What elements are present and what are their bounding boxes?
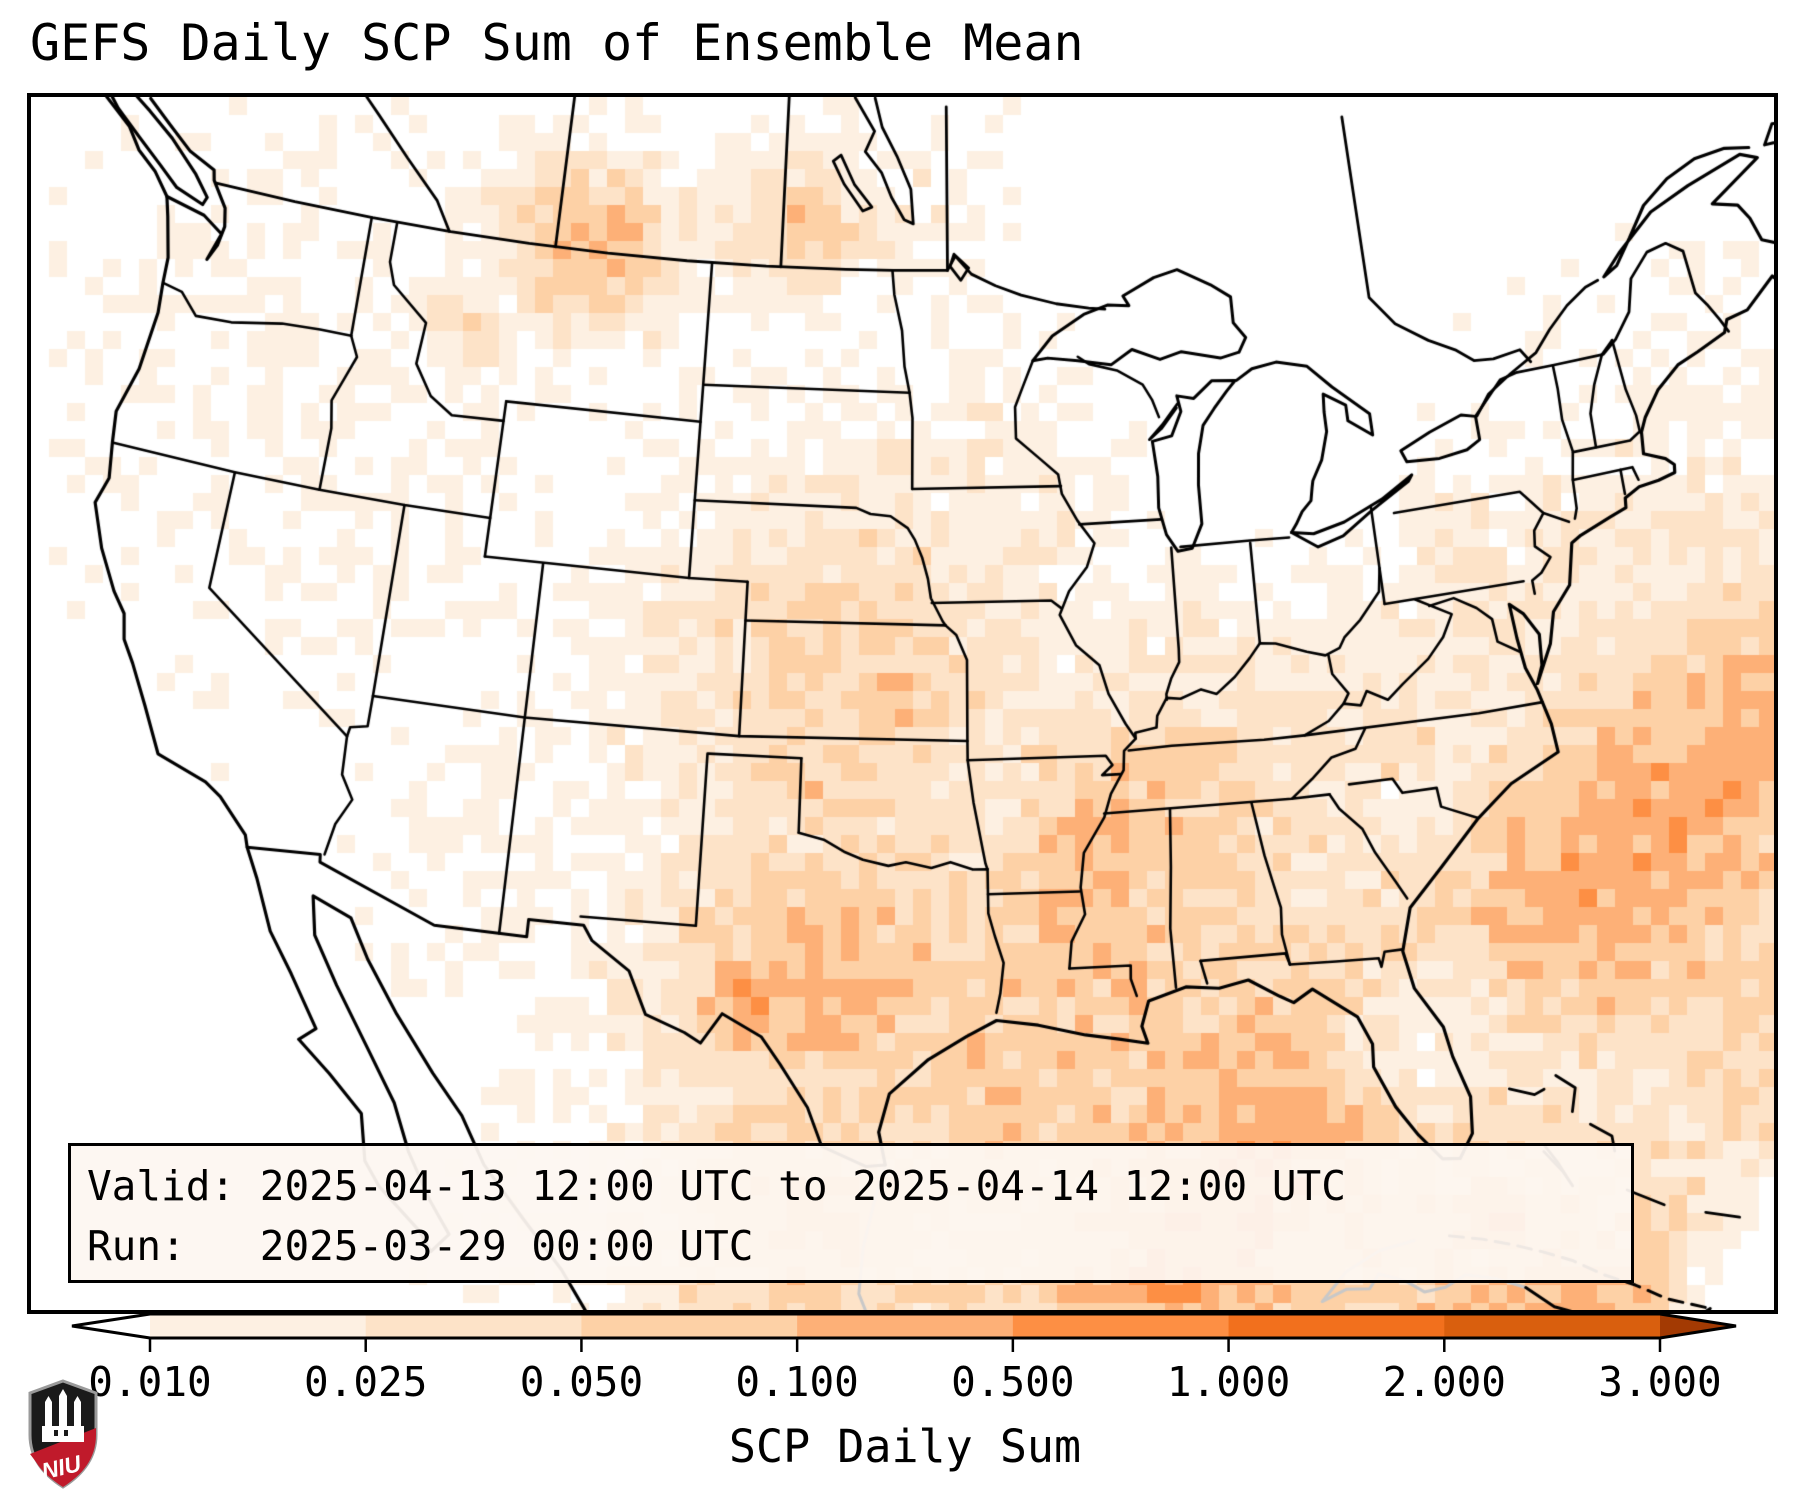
niu-logo: NIU (28, 1379, 98, 1489)
validity-info-box: Valid: 2025-04-13 12:00 UTC to 2025-04-1… (68, 1143, 1634, 1283)
page-title: GEFS Daily SCP Sum of Ensemble Mean (30, 14, 1084, 72)
us-scp-heatmap-canvas (31, 97, 1774, 1310)
colorbar-segment (797, 1314, 1014, 1338)
colorbar-tick-label: 1.000 (1166, 1358, 1291, 1406)
colorbar-tick-label: 0.010 (88, 1358, 212, 1406)
colorbar-segment (1012, 1314, 1230, 1338)
colorbar-tick-label: 2.000 (1382, 1358, 1506, 1406)
colorbar-under-arrow (72, 1314, 150, 1338)
run-time-text: Run: 2025-03-29 00:00 UTC (87, 1222, 754, 1270)
colorbar-segment (365, 1314, 583, 1338)
colorbar-segment (1444, 1314, 1661, 1338)
niu-red-band (30, 1428, 96, 1487)
colorbar-over-arrow (1660, 1314, 1736, 1338)
colorbar-axis-label: SCP Daily Sum (728, 1420, 1082, 1473)
niu-castle-icon (42, 1389, 84, 1442)
colorbar-segment (150, 1314, 367, 1338)
colorbar-segment (1228, 1314, 1445, 1338)
colorbar-tick-label: 3.000 (1598, 1358, 1722, 1406)
colorbar-tick-label: 0.050 (519, 1358, 644, 1406)
colorbar-segment (581, 1314, 798, 1338)
map-frame: Valid: 2025-04-13 12:00 UTC to 2025-04-1… (27, 93, 1778, 1314)
valid-range-text: Valid: 2025-04-13 12:00 UTC to 2025-04-1… (87, 1162, 1346, 1210)
colorbar-tick-label: 0.100 (735, 1358, 859, 1406)
colorbar-tick-label: 0.500 (951, 1358, 1075, 1406)
colorbar-tick-label: 0.025 (303, 1358, 428, 1406)
colorbar (71, 1312, 1737, 1352)
